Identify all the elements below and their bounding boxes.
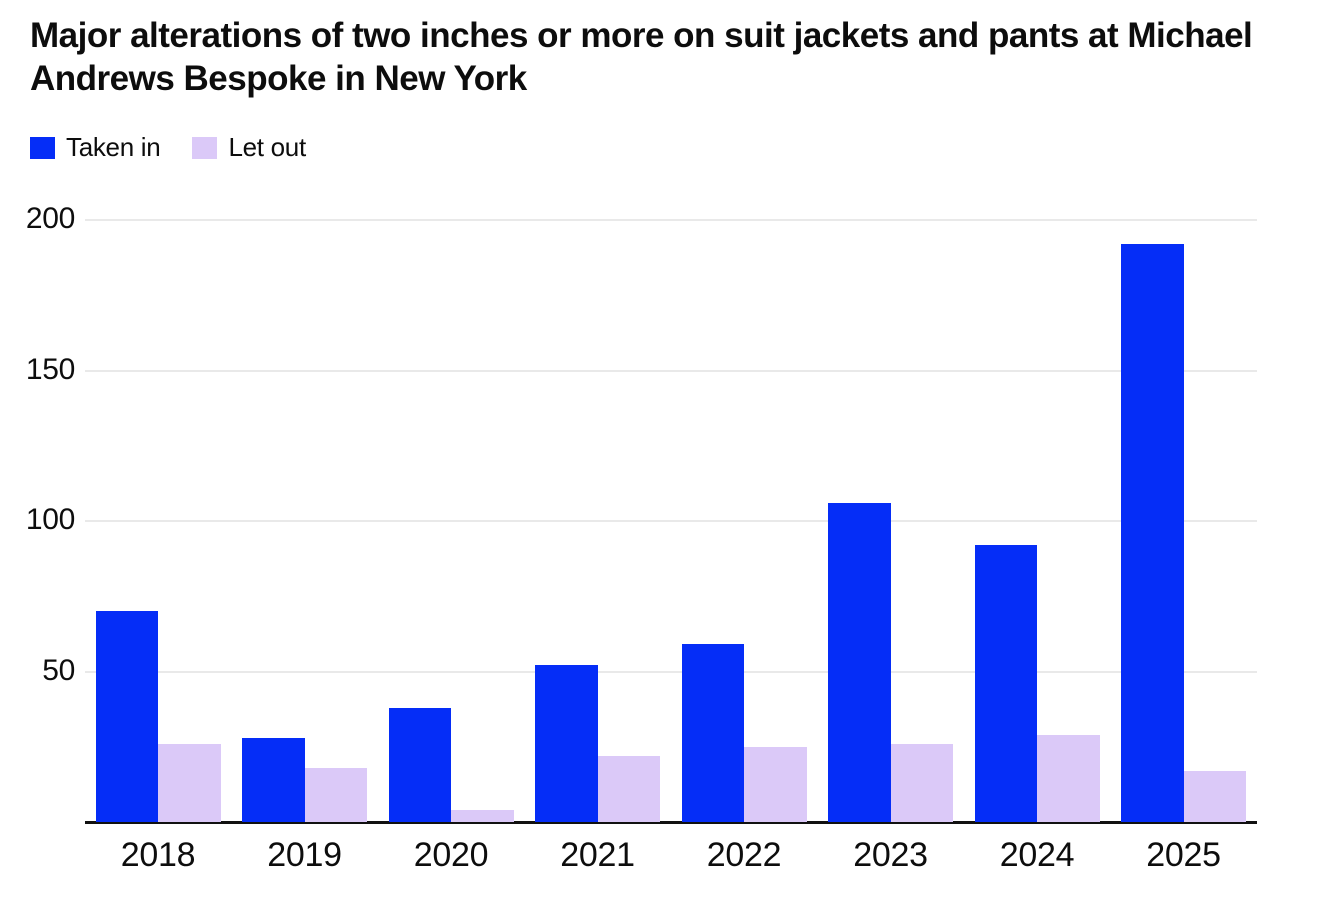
legend-item-taken-in: Taken in (30, 132, 161, 163)
bar-let-out-2023 (890, 743, 954, 822)
gridline-100 (85, 520, 1257, 522)
bar-taken-in-2023 (828, 502, 891, 822)
x-axis-line (85, 821, 1257, 824)
legend-label-taken-in: Taken in (66, 132, 161, 162)
gridline-150 (85, 369, 1257, 372)
gridline-50 (85, 670, 1257, 673)
bar-let-out-2022 (744, 746, 807, 822)
gridline-200 (85, 219, 1257, 221)
x-tick-label-2025: 2025 (1146, 836, 1221, 874)
bar-taken-in-2021 (535, 665, 598, 822)
bar-let-out-2018 (158, 743, 221, 822)
x-tick-label-2021: 2021 (560, 836, 635, 874)
y-tick-label-100: 100 (25, 503, 75, 536)
x-tick-label-2019: 2019 (267, 836, 342, 874)
bar-let-out-2025 (1183, 770, 1247, 822)
legend-item-let-out: Let out (192, 132, 306, 163)
chart-title: Major alterations of two inches or more … (30, 16, 1253, 98)
bar-let-out-2021 (597, 755, 661, 822)
bar-taken-in-2025 (1121, 244, 1184, 822)
let-out-swatch-icon (192, 136, 218, 159)
x-tick-label-2022: 2022 (706, 836, 782, 874)
bar-taken-in-2020 (388, 707, 452, 822)
bar-taken-in-2018 (95, 611, 159, 822)
bar-taken-in-2022 (681, 644, 745, 822)
y-tick-label-200: 200 (25, 202, 75, 235)
x-tick-label-2020: 2020 (413, 836, 489, 874)
y-tick-label-150: 150 (25, 352, 75, 386)
legend-label-let-out: Let out (228, 132, 306, 162)
legend: Taken in Let out (30, 132, 306, 163)
bar-taken-in-2019 (242, 737, 305, 822)
x-tick-label-2018: 2018 (120, 836, 196, 874)
y-tick-label-50: 50 (42, 653, 75, 687)
bar-let-out-2024 (1037, 734, 1100, 822)
bar-let-out-2019 (304, 767, 368, 822)
x-tick-label-2024: 2024 (999, 836, 1075, 874)
bar-chart-plot: 50 100 150 200 2018 2019 2020 2021 2022 2023 2024 2… (26, 202, 1257, 874)
taken-in-swatch-icon (30, 136, 55, 159)
x-tick-label-2023: 2023 (853, 836, 928, 874)
bar-let-out-2020 (451, 809, 514, 822)
bar-taken-in-2024 (974, 545, 1038, 822)
